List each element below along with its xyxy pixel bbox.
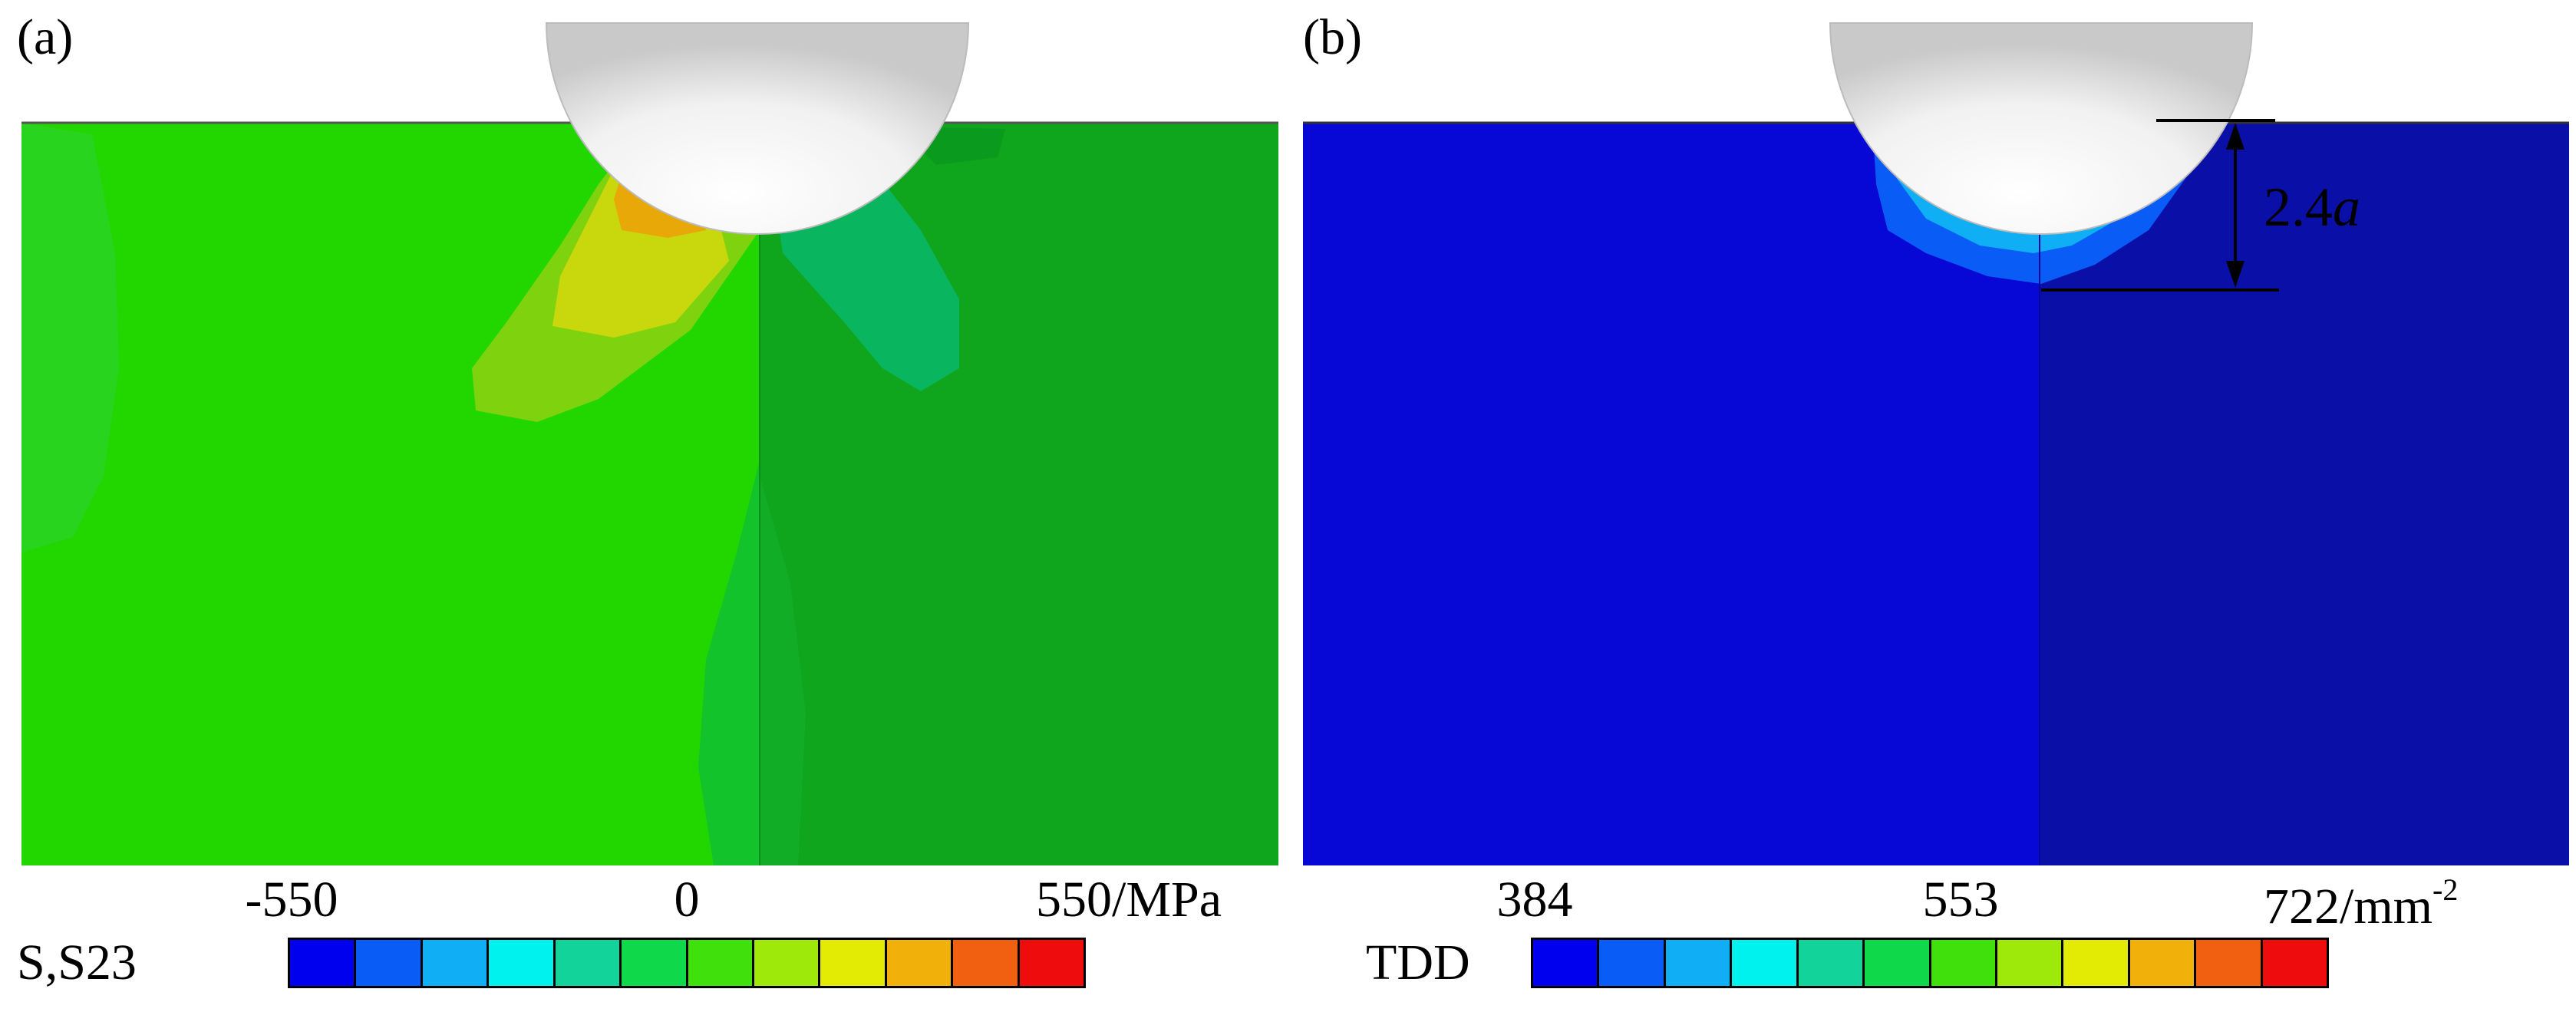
legend-a-swatch-6 [622,940,688,986]
legend-a-tick-mid: 0 [674,872,700,928]
legend-b-swatch-2 [1599,940,1666,986]
legend-a-swatch-3 [422,940,490,986]
legend-b-swatch-1 [1533,940,1600,986]
legend-b-swatch-5 [1798,940,1865,986]
legend-b-tick-min: 384 [1496,872,1573,928]
legend-a-tick-min: -550 [245,872,338,928]
legend-b-swatch-9 [2063,940,2130,986]
legend-a-swatch-2 [356,940,423,986]
dimension-symbol: a [2333,176,2360,238]
legend-a-swatch-1 [290,940,357,986]
legend-b-swatch-3 [1665,940,1733,986]
dimension-value: 2.4 [2264,176,2333,238]
legend-b-swatch-7 [1931,940,1997,986]
legend-b-tick-mid: 553 [1922,872,1999,928]
legend-a-tick-max: 550/MPa [1036,875,1222,925]
legend-b-unit: /mm [2340,878,2433,935]
legend-a-name: S,S23 [17,935,137,991]
legend-a-swatch-11 [953,940,1020,986]
dimension-label: 2.4a [2264,180,2360,235]
legend-a-unit: /MPa [1112,872,1222,928]
panel-a-plume-right [760,476,806,865]
legend-b-swatch-6 [1865,940,1931,986]
legend-a-swatch-12 [1019,940,1084,986]
legend-a-swatch-10 [886,940,954,986]
panel-a-edge-band [21,123,119,552]
panel-a-label: (a) [17,9,74,65]
legend-b-swatch-8 [1997,940,2064,986]
panel-b-indenter [1829,22,2254,235]
legend-b-swatch-10 [2129,940,2197,986]
legend-a-swatch-9 [820,940,887,986]
panel-a-plume [698,460,760,865]
panel-b-dimension [2041,119,2279,292]
legend-b-swatch-4 [1732,940,1799,986]
legend-b-tick-max: 722/mm-2 [2264,875,2458,932]
legend-a-colorbar [288,938,1086,988]
panel-a-field [21,121,1278,865]
panel-b-right-region [2040,123,2569,865]
legend-b-colorbar [1531,938,2329,988]
panel-b-label: (b) [1303,9,1362,65]
panel-b-field [1303,121,2569,865]
legend-a-swatch-4 [489,940,556,986]
legend-b-unit-exponent: -2 [2433,872,2459,907]
legend-b-name: TDD [1366,935,1470,991]
legend-b-swatch-11 [2196,940,2263,986]
legend-b-max-value: 722 [2264,878,2340,935]
legend-a-max-value: 550 [1036,872,1112,928]
dimension-arrow-up [2226,123,2245,150]
legend-b-swatch-12 [2262,940,2327,986]
legend-a-swatch-8 [754,940,821,986]
legend-a-swatch-7 [688,940,754,986]
legend-a-swatch-5 [555,940,622,986]
panel-a-indenter [545,22,970,235]
dimension-arrow-down [2226,261,2245,288]
